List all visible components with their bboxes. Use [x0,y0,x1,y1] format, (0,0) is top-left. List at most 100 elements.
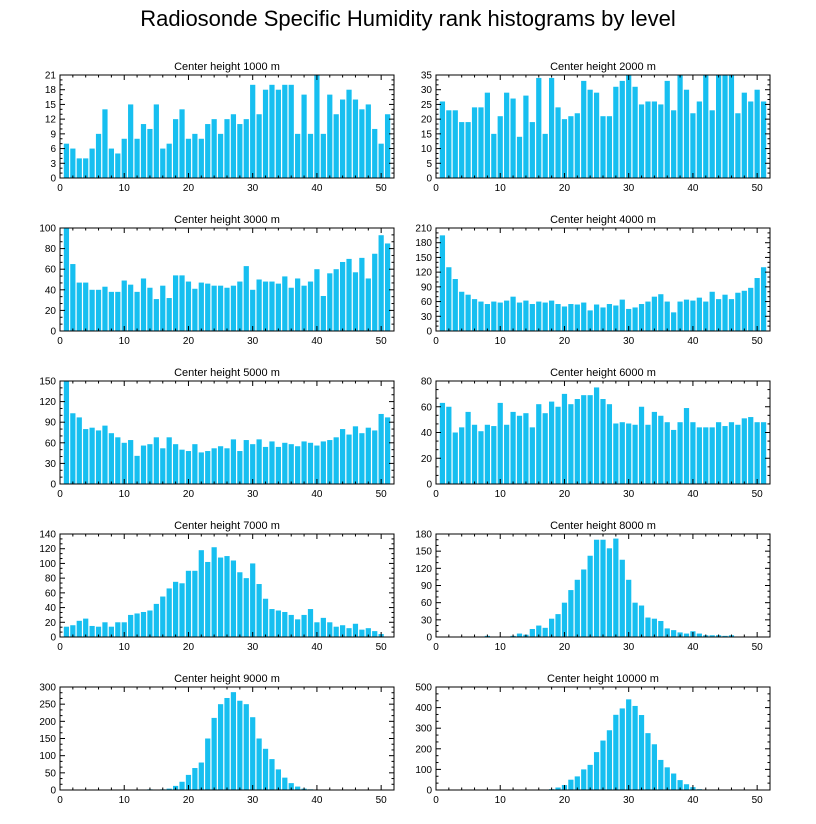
x-tick-label: 50 [752,183,764,194]
bar [510,296,516,331]
bar [230,439,237,484]
bar [134,138,140,178]
bar [160,596,166,637]
bar [549,401,555,484]
bar [70,625,76,637]
x-tick-label: 0 [433,336,439,347]
bar [561,306,568,331]
bar [275,769,281,790]
bar [166,788,172,790]
bar [185,138,192,178]
bar [568,590,574,637]
bar [108,626,114,637]
bar [365,104,371,178]
x-tick-label: 0 [57,642,63,653]
bar [192,570,198,637]
bar [709,110,715,178]
bar [372,631,378,637]
y-tick-label: 30 [45,459,57,470]
bar [63,381,70,484]
bar [185,281,192,331]
bar [147,287,153,331]
bar [446,267,452,331]
bar [147,610,153,637]
bar [658,294,664,331]
bar [250,289,256,331]
bar [754,422,760,484]
y-tick-label: 120 [39,544,56,555]
bar [574,776,580,790]
x-tick-label: 30 [247,183,259,194]
bar [359,109,365,178]
bar [626,423,632,484]
y-tick-label: 0 [426,327,432,338]
bar [275,283,281,331]
bar [504,92,510,178]
y-tick-label: 12 [45,115,57,126]
bar [606,304,613,331]
bar [626,699,632,790]
panel-title: Center height 5000 m [174,367,280,379]
y-tick-label: 80 [45,244,57,255]
x-tick-label: 50 [752,489,764,500]
bar [619,80,625,178]
bar [288,444,294,484]
bar [384,243,391,331]
bar [658,104,664,178]
y-tick-label: 6 [50,144,56,155]
bar [262,89,269,178]
bar [516,136,523,178]
y-tick-label: 80 [421,377,433,388]
panel-2: Center height 2000 m 0 10 20 30 40 50 0 5 10 15 20 2… [421,61,771,194]
x-tick-label: 30 [623,183,635,194]
bar [651,411,657,484]
bar [275,610,281,637]
bar [346,258,352,331]
bar [568,116,574,178]
bar [606,730,613,790]
bar [153,299,159,331]
bar [333,114,339,178]
y-tick-label: 250 [39,700,56,711]
bar [230,285,237,331]
bar [439,101,446,178]
y-tick-label: 300 [415,724,432,735]
bar [716,75,722,178]
y-tick-label: 150 [415,547,432,558]
x-tick-label: 30 [623,795,635,806]
bar [722,294,728,331]
bar [638,406,645,484]
y-tick-label: 120 [415,564,432,575]
x-tick-label: 50 [376,489,388,500]
bar [70,264,76,331]
x-tick-label: 10 [119,183,131,194]
bar [243,578,249,637]
bar [722,635,728,637]
bar [269,759,275,790]
bar [288,783,294,790]
bar [632,705,638,790]
bar [230,560,237,637]
x-tick-label: 40 [311,183,323,194]
bar [664,301,670,331]
y-tick-label: 40 [421,428,433,439]
bar [593,304,600,331]
bar [741,418,747,484]
bar [497,402,503,484]
bar [671,429,677,484]
y-tick-label: 300 [39,683,56,694]
bar [192,444,198,484]
y-tick-label: 0 [50,480,56,491]
bar [327,94,333,178]
bar [134,613,140,637]
y-tick-label: 100 [415,765,432,776]
x-tick-label: 30 [247,336,259,347]
bar [658,415,664,484]
y-tick-label: 60 [45,265,57,276]
x-tick-label: 10 [495,336,507,347]
bar [295,446,301,484]
bar [465,294,471,331]
panel-10: Center height 10000 m0 10 20 30 40 5001002003… [415,673,771,806]
x-tick-label: 30 [247,795,259,806]
x-tick-label: 0 [433,642,439,653]
